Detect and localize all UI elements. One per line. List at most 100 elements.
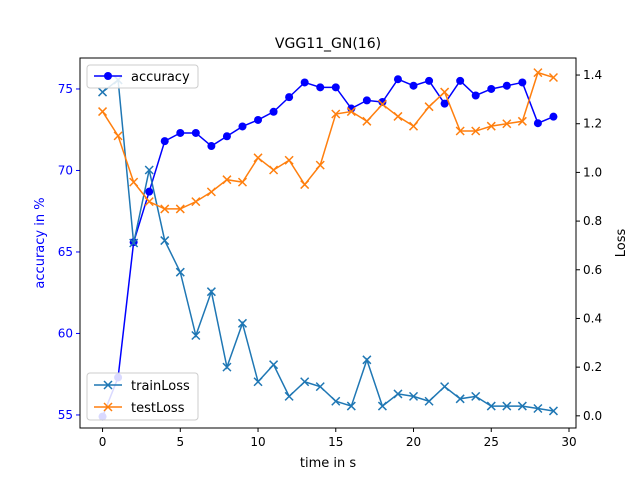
data-point-testloss	[362, 116, 372, 126]
data-point-testloss	[548, 72, 558, 83]
data-point-testloss	[98, 107, 108, 117]
data-point-accuracy	[362, 96, 371, 105]
data-point-testloss	[160, 204, 170, 214]
y-left-tick-label: 60	[58, 326, 73, 340]
data-point-accuracy	[518, 78, 527, 87]
data-point-trainloss	[502, 401, 512, 411]
y-axis-left-label: accuracy in %	[33, 197, 48, 288]
series-testloss-line	[101, 71, 554, 210]
legend-accuracy-marker	[104, 72, 112, 80]
legend-testloss-label: testLoss	[131, 401, 185, 416]
legend-accuracy-label: accuracy	[131, 70, 190, 85]
legend-top-box	[86, 64, 199, 89]
data-point-testloss	[222, 175, 232, 185]
legend-accuracy: accuracy	[86, 64, 199, 89]
y-left-tick-label: 75	[58, 82, 73, 96]
legend-testloss-marker	[103, 402, 113, 412]
data-point-testloss	[440, 87, 450, 97]
y-right-tick-label: 0.4	[583, 311, 602, 325]
data-point-trainloss	[315, 382, 325, 392]
data-point-accuracy	[176, 128, 185, 137]
data-point-accuracy	[269, 107, 278, 116]
data-point-trainloss	[237, 318, 248, 328]
data-point-testloss	[455, 126, 465, 136]
data-point-trainloss	[424, 396, 434, 406]
data-point-testloss	[315, 160, 325, 170]
data-point-testloss	[253, 153, 263, 163]
legend-trainloss-marker	[103, 380, 113, 390]
data-point-testloss	[269, 165, 279, 175]
data-point-accuracy	[222, 132, 231, 141]
data-point-trainloss	[206, 287, 216, 297]
y-right-tick-label: 0.8	[583, 214, 602, 228]
data-point-testloss	[129, 177, 139, 187]
data-point-testloss	[113, 131, 123, 141]
y-right-tick-label: 1.2	[583, 117, 602, 131]
data-point-accuracy	[533, 119, 542, 128]
data-point-accuracy	[549, 112, 558, 121]
data-point-accuracy	[440, 99, 449, 108]
data-point-testloss	[408, 121, 419, 131]
data-point-trainloss	[393, 389, 403, 399]
data-point-trainloss	[471, 391, 481, 401]
data-point-testloss	[502, 119, 512, 129]
x-tick-label: 20	[406, 435, 421, 449]
y-axis-right-label: Loss	[614, 229, 629, 258]
y-axis-right-ticks: 0.0 0.2 0.4 0.6 0.8 1.0 1.2 1.4	[576, 68, 602, 423]
series-trainloss	[98, 75, 558, 416]
series-layer	[98, 68, 558, 421]
data-point-accuracy	[331, 83, 340, 92]
data-point-accuracy	[145, 187, 154, 196]
y-right-tick-label: 1.0	[583, 165, 602, 179]
data-point-trainloss	[269, 360, 279, 370]
x-tick-label: 30	[561, 435, 576, 449]
data-point-testloss	[237, 177, 248, 187]
data-point-accuracy	[456, 76, 465, 85]
data-point-trainloss	[533, 403, 543, 414]
data-point-accuracy	[502, 81, 511, 90]
data-point-testloss	[517, 116, 527, 126]
data-point-trainloss	[455, 394, 465, 404]
plot-frame	[79, 57, 577, 429]
data-point-accuracy	[471, 91, 480, 100]
data-point-accuracy	[254, 115, 263, 124]
data-point-testloss	[331, 109, 341, 119]
data-point-accuracy	[238, 122, 247, 131]
data-point-trainloss	[98, 87, 108, 97]
data-point-trainloss	[284, 391, 294, 401]
data-point-accuracy	[191, 128, 200, 137]
data-point-trainloss	[517, 401, 527, 411]
y-right-tick-label: 0.6	[583, 263, 602, 277]
data-point-testloss	[424, 102, 434, 112]
data-point-trainloss	[440, 382, 450, 392]
legend-loss: trainLoss testLoss	[86, 372, 199, 421]
data-point-trainloss	[129, 238, 139, 248]
data-point-accuracy	[285, 93, 294, 102]
data-point-trainloss	[300, 377, 310, 387]
data-point-trainloss	[486, 401, 496, 411]
data-point-trainloss	[144, 165, 154, 175]
data-point-trainloss	[191, 330, 201, 341]
data-point-trainloss	[175, 267, 185, 277]
data-point-accuracy	[300, 78, 309, 87]
data-point-accuracy	[393, 75, 402, 84]
data-point-trainloss	[222, 362, 232, 372]
x-axis-label: time in s	[300, 456, 356, 471]
data-point-testloss	[144, 197, 154, 207]
data-point-testloss	[175, 204, 185, 214]
y-left-tick-label: 55	[58, 408, 73, 422]
y-right-tick-label: 1.4	[583, 68, 602, 82]
data-point-accuracy	[207, 142, 216, 151]
data-point-trainloss	[346, 401, 356, 411]
data-point-testloss	[377, 99, 387, 109]
data-point-trainloss	[377, 401, 387, 411]
y-right-tick-label: 0.2	[583, 360, 602, 374]
y-axis-left-ticks: 55 60 65 70 75	[58, 82, 80, 422]
data-point-testloss	[191, 197, 201, 207]
data-point-trainloss	[362, 355, 372, 365]
x-tick-label: 15	[328, 435, 343, 449]
data-point-trainloss	[160, 236, 170, 246]
data-point-testloss	[206, 187, 216, 197]
data-point-trainloss	[548, 406, 558, 416]
series-testloss	[98, 68, 558, 214]
